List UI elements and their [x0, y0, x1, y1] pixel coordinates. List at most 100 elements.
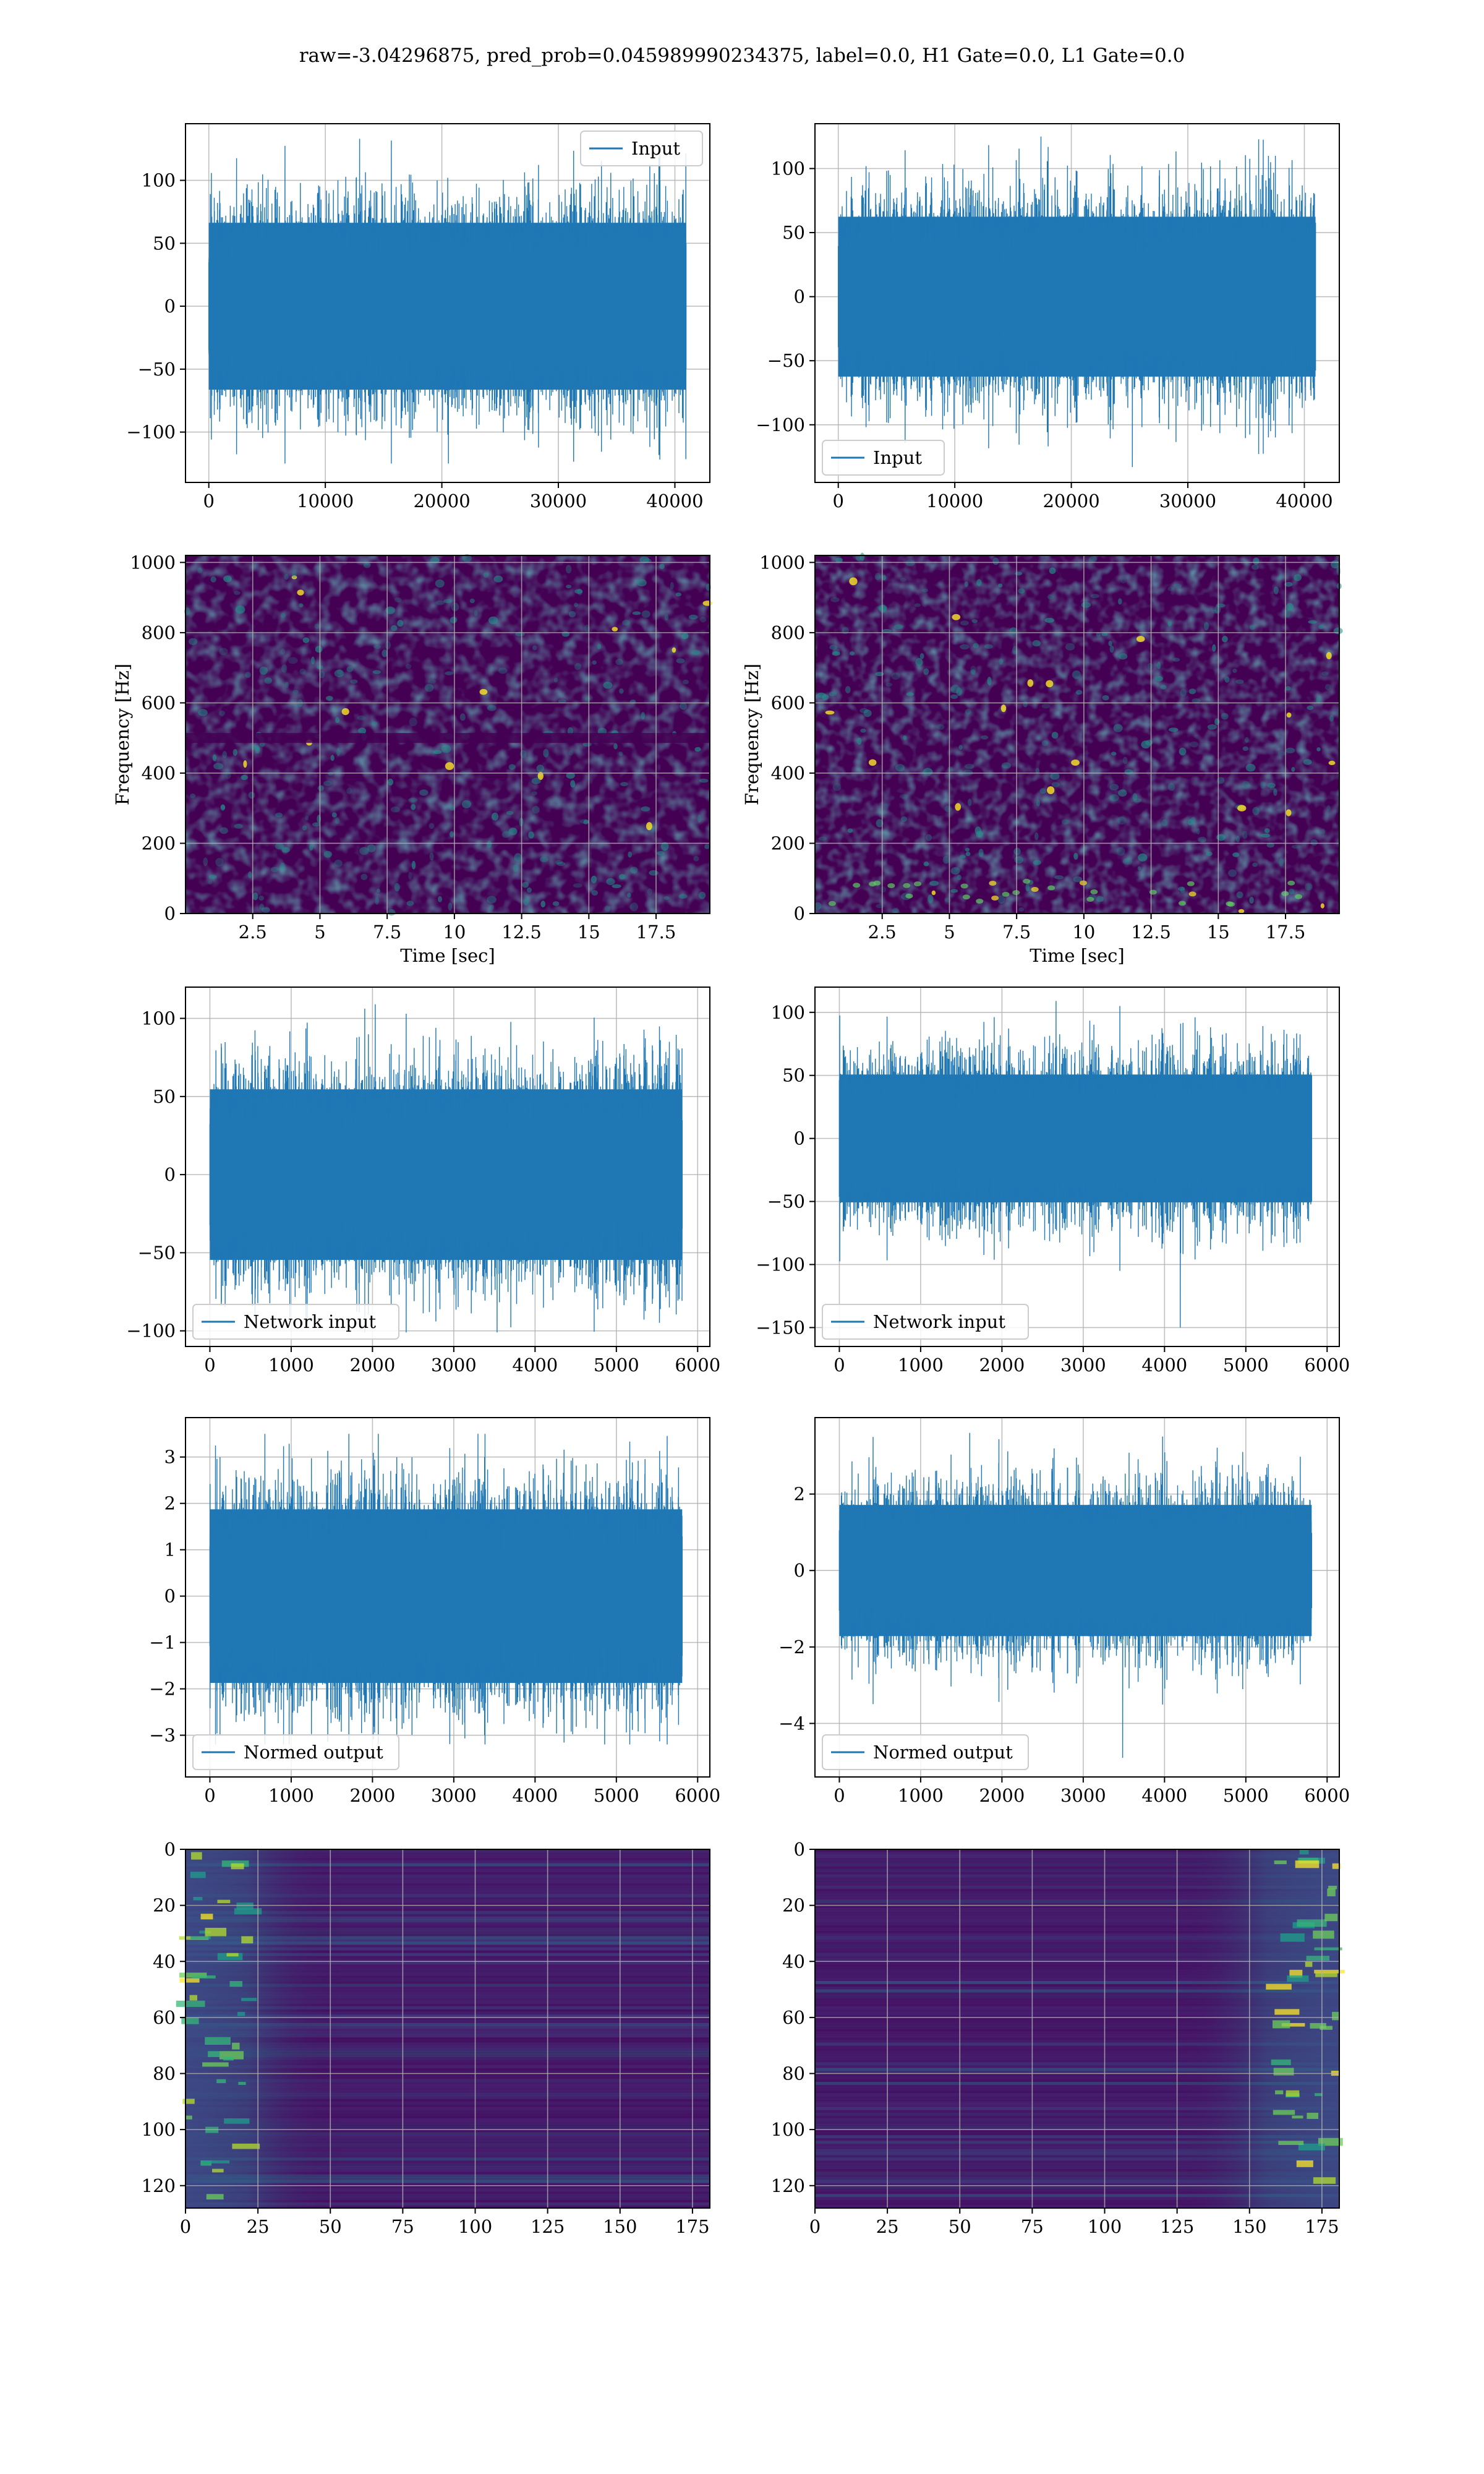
h1-spectrogram-blob: [346, 787, 352, 794]
h1-spectrogram-blob: [390, 806, 401, 813]
l1-spectrogram-blob: [1132, 793, 1138, 801]
l1-input-xtick-label-4: 40000: [1276, 490, 1333, 511]
l1-spectrogram-blob: [950, 867, 960, 875]
l1-network-input-xtick-label-2: 2000: [979, 1355, 1025, 1376]
h1-feature-map-hotspot: [190, 1872, 206, 1878]
l1-normed-output-ytick-label-1: −2: [778, 1637, 805, 1658]
h1-spectrogram-blob: [419, 789, 429, 796]
l1-feature-map-hotspot: [1298, 1857, 1319, 1864]
l1-spectrogram-blob: [1235, 836, 1240, 842]
l1-spectrogram-blob: [1013, 847, 1021, 855]
h1-spectrogram-blob: [702, 601, 713, 606]
h1-normed-output-ytick-label-4: 1: [164, 1539, 176, 1560]
h1-spectrogram-blob: [639, 556, 650, 563]
l1-spectrogram-blob: [1120, 577, 1126, 584]
h1-network-input-legend: Network input: [192, 1304, 399, 1340]
l1-spectrogram-blob: [1137, 866, 1141, 871]
h1-spectrogram-blob: [435, 600, 445, 606]
l1-spectrogram-blob: [879, 605, 887, 613]
h1-spectrogram-blob: [222, 751, 228, 758]
h1-spectrogram-blob: [628, 851, 633, 858]
l1-spectrogram-blob: [1291, 844, 1300, 849]
h1-normed-output-ytick-label-0: −3: [149, 1725, 176, 1746]
figure-suptitle: raw=-3.04296875, pred_prob=0.04598999023…: [299, 45, 1185, 67]
l1-spectrogram-blob: [1047, 786, 1055, 794]
h1-spectrogram-blob: [305, 816, 309, 821]
h1-normed-output-xtick-label-4: 4000: [512, 1785, 558, 1806]
l1-feature-map-hotspot: [1266, 1984, 1292, 1990]
h1-spectrogram-blob: [532, 805, 540, 814]
h1-spectrogram-blob: [323, 850, 332, 858]
l1-feature-map-hotspot: [1278, 2141, 1304, 2145]
l1-spectrogram-blob: [1328, 760, 1336, 766]
l1-spectrogram-blob: [1307, 705, 1314, 711]
l1-spectrogram-blob: [971, 619, 978, 623]
l1-spectrogram-blob: [915, 603, 921, 607]
h1-spectrogram-blob: [302, 637, 310, 643]
h1-input-ytick-label-1: −50: [138, 359, 176, 380]
h1-spectrogram-blob: [280, 612, 286, 618]
h1-feature-map-ytick-label-5: 100: [142, 2119, 176, 2140]
h1-feature-map-hotspot: [223, 2057, 234, 2061]
l1-feature-map-ytick-label-3: 60: [782, 2007, 805, 2028]
h1-feature-map-hotspot: [216, 2079, 226, 2084]
h1-spectrogram-ytick-label-5: 1000: [130, 552, 176, 573]
l1-spectrogram-blob: [1000, 704, 1007, 713]
h1-feature-map-hotspot: [232, 2143, 260, 2149]
h1-feature-map-xtick-label-1: 25: [247, 2216, 270, 2237]
l1-spectrogram-blob: [1187, 819, 1193, 826]
h1-normed-output-xtick-label-6: 6000: [675, 1785, 720, 1806]
h1-feature-map-xtick-label-3: 75: [391, 2216, 414, 2237]
h1-spectrogram-xtick-label-5: 15: [578, 922, 600, 943]
l1-spectrogram-blob: [957, 875, 962, 881]
l1-spectrogram-blob: [1249, 625, 1255, 630]
h1-network-input-legend-label: Network input: [244, 1311, 376, 1332]
h1-input-xtick-label-4: 40000: [646, 490, 703, 511]
l1-normed-output-xtick-label-6: 6000: [1304, 1785, 1350, 1806]
h1-spectrogram-blob: [258, 896, 264, 901]
h1-feature-map-hotspot: [179, 1972, 207, 1978]
h1-feature-map-xtick-label-4: 100: [458, 2216, 492, 2237]
l1-feature-map-hotspot: [1273, 2020, 1290, 2029]
l1-spectrogram-low-band-blob: [1281, 891, 1289, 896]
l1-spectrogram-blob: [915, 657, 923, 667]
h1-feature-map-xtick-label-5: 125: [531, 2216, 565, 2237]
l1-spectrogram-blob: [1088, 556, 1098, 562]
h1-spectrogram-blob: [435, 579, 445, 588]
l1-spectrogram-blob: [1242, 746, 1249, 751]
h1-feature-map-hotspot: [238, 2082, 246, 2085]
l1-spectrogram-blob: [1054, 875, 1064, 880]
l1-network-input-xtick-label-5: 5000: [1223, 1355, 1269, 1376]
l1-spectrogram-blob: [1124, 769, 1133, 775]
l1-normed-output-ytick-label-2: 0: [794, 1560, 805, 1581]
l1-spectrogram-low-band-blob: [1031, 887, 1039, 892]
l1-spectrogram-blob: [1285, 686, 1291, 691]
l1-spectrogram-blob: [936, 724, 945, 730]
l1-feature-map-hotspot: [1327, 1888, 1336, 1896]
l1-spectrogram-low-band-blob: [1287, 880, 1295, 886]
l1-spectrogram-blob: [1122, 858, 1133, 865]
h1-spectrogram-blob: [232, 749, 237, 756]
h1-spectrogram-blob: [637, 579, 647, 587]
h1-spectrogram-blob: [297, 589, 304, 596]
h1-spectrogram-blob: [394, 597, 402, 603]
l1-feature-map-xtick-label-4: 100: [1088, 2216, 1122, 2237]
h1-spectrogram-blob: [647, 888, 652, 896]
l1-spectrogram-blob: [1039, 788, 1046, 794]
l1-feature-map-ytick-label-0: 0: [794, 1839, 805, 1860]
h1-spectrogram-blob: [704, 844, 710, 849]
h1-spectrogram-blob: [323, 781, 332, 786]
l1-input-xtick-label-1: 10000: [926, 490, 983, 511]
l1-spectrogram-blob: [1025, 883, 1030, 892]
h1-spectrogram-blob: [605, 905, 611, 912]
h1-normed-output-xtick-label-3: 3000: [431, 1785, 477, 1806]
l1-spectrogram-blob: [999, 658, 1004, 665]
l1-spectrogram-low-band-blob: [1227, 902, 1235, 907]
h1-spectrogram-blob: [360, 873, 368, 881]
h1-normed-output-legend-box: [192, 1734, 399, 1770]
h1-spectrogram-blob: [359, 847, 369, 855]
h1-spectrogram-blob: [555, 860, 563, 865]
l1-spectrogram-blob: [984, 644, 993, 649]
l1-spectrogram-blob: [1303, 759, 1312, 765]
l1-spectrogram-low-band-blob: [853, 883, 861, 888]
